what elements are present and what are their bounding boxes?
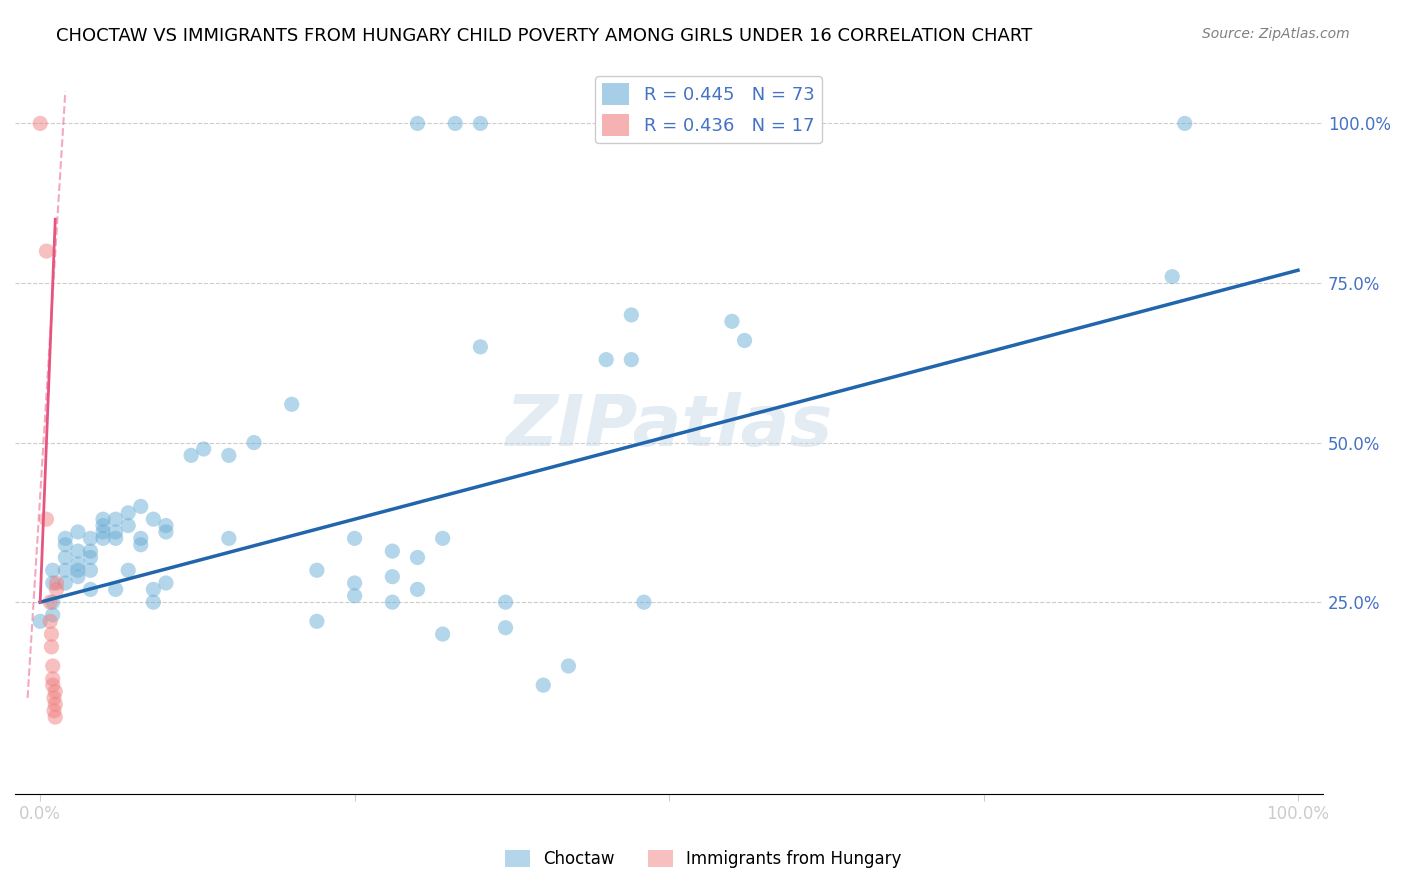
Point xyxy=(343,576,366,591)
Point xyxy=(129,532,152,546)
Point xyxy=(41,627,63,641)
Point xyxy=(45,576,67,591)
Point xyxy=(633,595,655,609)
Point xyxy=(218,532,240,546)
Point xyxy=(91,532,114,546)
Text: Source: ZipAtlas.com: Source: ZipAtlas.com xyxy=(1202,27,1350,41)
Point xyxy=(30,615,52,629)
Legend: Choctaw, Immigrants from Hungary: Choctaw, Immigrants from Hungary xyxy=(498,843,908,875)
Point xyxy=(495,595,517,609)
Point xyxy=(193,442,215,456)
Point xyxy=(406,550,429,565)
Point xyxy=(129,538,152,552)
Point xyxy=(44,710,66,724)
Point xyxy=(104,524,127,539)
Point xyxy=(53,576,76,591)
Point xyxy=(42,595,65,609)
Point xyxy=(280,397,302,411)
Point xyxy=(39,615,62,629)
Point xyxy=(142,595,165,609)
Point xyxy=(91,518,114,533)
Point xyxy=(79,550,101,565)
Point xyxy=(495,621,517,635)
Point xyxy=(79,582,101,597)
Point xyxy=(406,116,429,130)
Point xyxy=(66,544,89,558)
Point xyxy=(104,512,127,526)
Point xyxy=(620,352,643,367)
Point xyxy=(432,532,454,546)
Point xyxy=(53,532,76,546)
Point xyxy=(42,672,65,686)
Point xyxy=(343,589,366,603)
Point xyxy=(45,582,67,597)
Point xyxy=(444,116,467,130)
Text: ZIPatlas: ZIPatlas xyxy=(505,392,832,461)
Point xyxy=(595,352,617,367)
Point xyxy=(79,532,101,546)
Point xyxy=(66,524,89,539)
Point xyxy=(155,518,177,533)
Point xyxy=(42,690,65,705)
Point xyxy=(35,244,58,258)
Point xyxy=(35,512,58,526)
Point xyxy=(531,678,554,692)
Point xyxy=(53,563,76,577)
Point xyxy=(406,582,429,597)
Point xyxy=(79,563,101,577)
Point xyxy=(41,640,63,654)
Point xyxy=(305,563,328,577)
Point xyxy=(218,448,240,462)
Point xyxy=(557,659,579,673)
Point xyxy=(721,314,744,328)
Point xyxy=(42,704,65,718)
Point xyxy=(39,595,62,609)
Point xyxy=(117,563,139,577)
Point xyxy=(104,532,127,546)
Point xyxy=(53,538,76,552)
Point xyxy=(381,595,404,609)
Point xyxy=(155,524,177,539)
Point xyxy=(734,334,756,348)
Point xyxy=(305,615,328,629)
Point xyxy=(142,582,165,597)
Point xyxy=(42,576,65,591)
Point xyxy=(42,678,65,692)
Point xyxy=(432,627,454,641)
Point xyxy=(66,557,89,571)
Point xyxy=(30,116,52,130)
Point xyxy=(44,698,66,712)
Point xyxy=(117,506,139,520)
Point xyxy=(243,435,266,450)
Point xyxy=(91,524,114,539)
Point xyxy=(42,563,65,577)
Point xyxy=(381,569,404,583)
Text: CHOCTAW VS IMMIGRANTS FROM HUNGARY CHILD POVERTY AMONG GIRLS UNDER 16 CORRELATIO: CHOCTAW VS IMMIGRANTS FROM HUNGARY CHILD… xyxy=(56,27,1032,45)
Point xyxy=(470,340,492,354)
Point xyxy=(66,563,89,577)
Point xyxy=(129,500,152,514)
Point xyxy=(53,550,76,565)
Point xyxy=(470,116,492,130)
Point xyxy=(620,308,643,322)
Point xyxy=(1174,116,1197,130)
Point xyxy=(117,518,139,533)
Legend: R = 0.445   N = 73, R = 0.436   N = 17: R = 0.445 N = 73, R = 0.436 N = 17 xyxy=(595,76,821,144)
Point xyxy=(155,576,177,591)
Point xyxy=(381,544,404,558)
Point xyxy=(42,659,65,673)
Point xyxy=(1161,269,1184,284)
Point xyxy=(142,512,165,526)
Point xyxy=(343,532,366,546)
Point xyxy=(79,544,101,558)
Point xyxy=(42,607,65,622)
Point xyxy=(180,448,202,462)
Point xyxy=(66,569,89,583)
Point xyxy=(44,684,66,698)
Point xyxy=(91,512,114,526)
Point xyxy=(104,582,127,597)
